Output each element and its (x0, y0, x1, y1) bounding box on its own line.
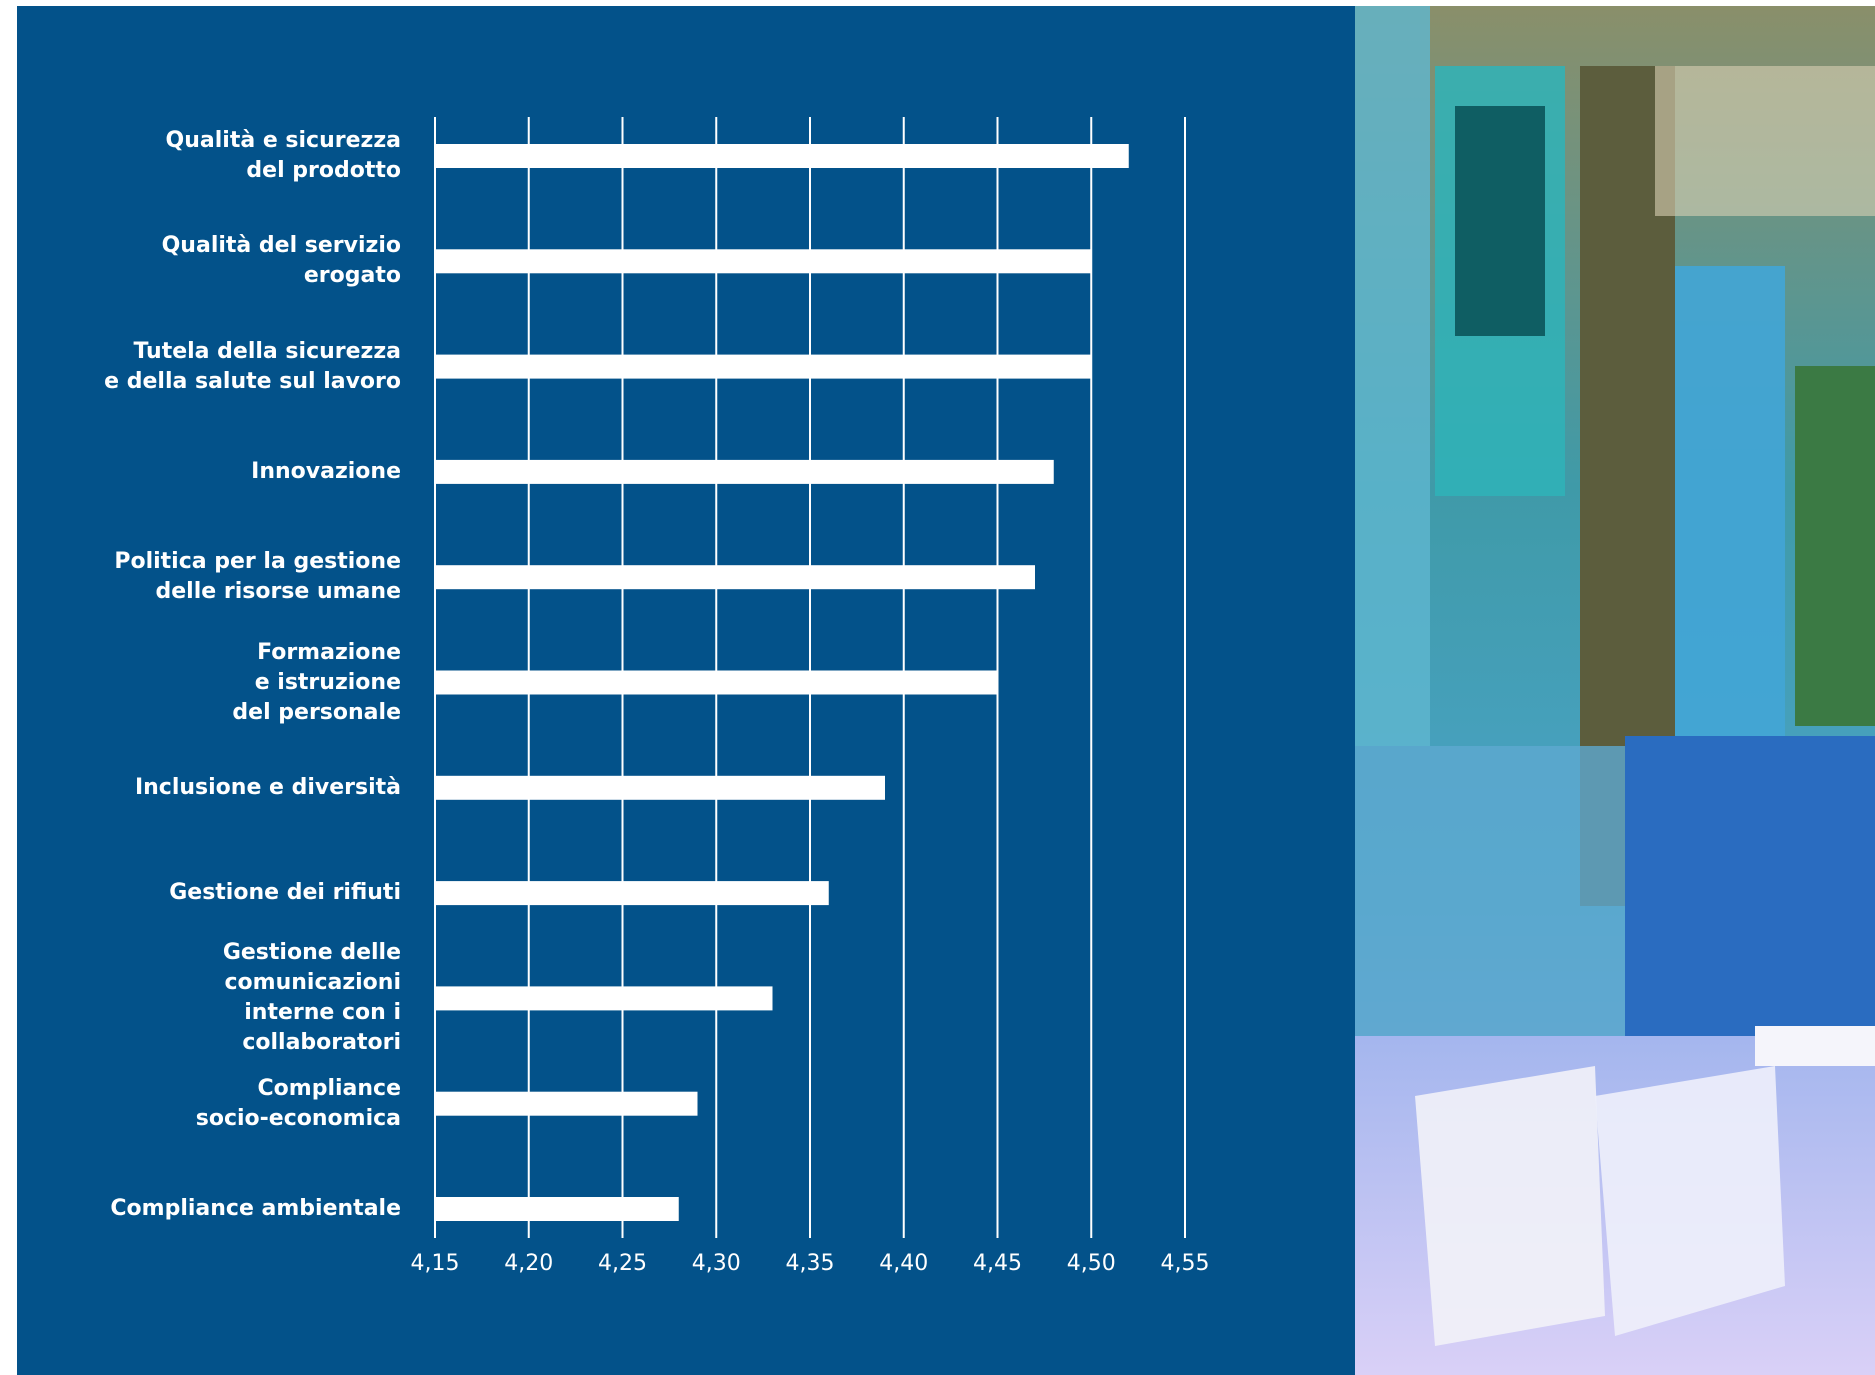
chart: 4,15 4,20 4,25 4,30 4,35 4,40 4,45 4,50 4,55 (411, 117, 1210, 1276)
bar (435, 249, 1092, 274)
category-label: Politica per la gestione delle risorse u… (114, 549, 401, 605)
bar (435, 775, 885, 800)
category-label: Formazione e istruzione del personale (232, 639, 401, 725)
x-tick-label: 4,15 (411, 1251, 460, 1276)
category-label: Gestione dei rifiuti (169, 880, 401, 906)
category-label: Tutela della sicurezza e della salute su… (104, 338, 401, 394)
category-label: Gestione delle comunicazioni interne con… (222, 940, 401, 1056)
bar (435, 565, 1035, 590)
x-tick-label: 4,40 (879, 1251, 928, 1276)
bar (435, 459, 1054, 484)
photo-illustration (1355, 6, 1875, 1375)
bar (435, 986, 773, 1011)
x-tick-label: 4,45 (973, 1251, 1022, 1276)
category-label: Qualità del servizio erogato (161, 233, 401, 289)
x-tick-label: 4,25 (598, 1251, 647, 1276)
x-tick-label: 4,35 (786, 1251, 835, 1276)
category-label: Qualità e sicurezza del prodotto (165, 128, 401, 183)
x-tick-label: 4,50 (1067, 1251, 1116, 1276)
bar (435, 1091, 698, 1116)
category-label: Innovazione (251, 458, 401, 484)
category-label: Compliance ambientale (110, 1196, 401, 1221)
x-tick-label: 4,55 (1161, 1251, 1210, 1276)
x-tick-label: 4,30 (692, 1251, 741, 1276)
bar (435, 144, 1129, 168)
chart-panel: 4,15 4,20 4,25 4,30 4,35 4,40 4,45 4,50 4,55 Qua… (17, 6, 1355, 1375)
bar (435, 354, 1092, 379)
category-label: Inclusione e diversità (134, 774, 401, 800)
photo (1355, 6, 1875, 1375)
bar (435, 1197, 679, 1221)
bar (435, 881, 829, 906)
bar (435, 670, 998, 695)
x-tick-label: 4,20 (504, 1251, 553, 1276)
category-label: Compliance socio-economica (195, 1075, 401, 1131)
